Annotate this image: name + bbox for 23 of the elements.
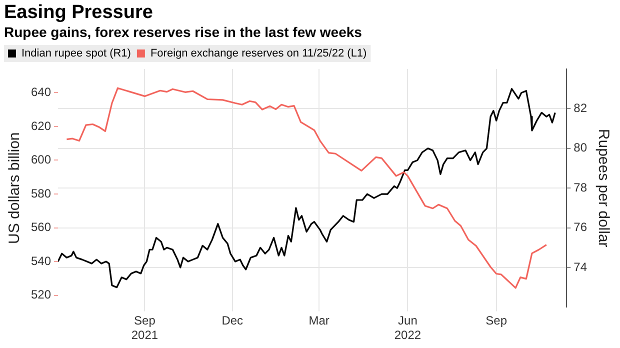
y-tick-label: 560: [30, 220, 52, 234]
y-tick-label: 640: [30, 84, 52, 99]
y2-tick-label: 82: [574, 101, 588, 116]
y-tick-label: 600: [30, 152, 52, 167]
legend-label: Indian rupee spot (R1): [22, 48, 131, 60]
x-tick-label: Dec: [222, 314, 244, 328]
x-tick-label: Mar: [308, 314, 330, 328]
x-tick-label: Sep 2021: [131, 314, 158, 342]
chart-subtitle: Rupee gains, forex reserves rise in the last few weeks: [4, 24, 362, 40]
y-tick-label: 580: [30, 186, 52, 200]
y-axis-title: US dollars billion: [6, 132, 24, 244]
x-tick-label: Sep: [486, 314, 508, 328]
y2-tick-label: 78: [574, 180, 588, 194]
y2-axis-title: Rupees per dollar: [594, 128, 612, 248]
y2-tick-label: 76: [574, 220, 588, 234]
y-tick-label: 540: [30, 254, 52, 268]
legend-label: Foreign exchange reserves on 11/25/22 (L1): [150, 48, 367, 60]
y-tick-label: 520: [30, 288, 52, 302]
y2-tick-label: 74: [574, 260, 588, 274]
x-tick-label: Jun 2022: [394, 314, 422, 342]
y2-tick-label: 80: [574, 140, 588, 155]
y-tick-label: 620: [30, 118, 52, 133]
chart-title: Easing Pressure: [4, 2, 153, 24]
